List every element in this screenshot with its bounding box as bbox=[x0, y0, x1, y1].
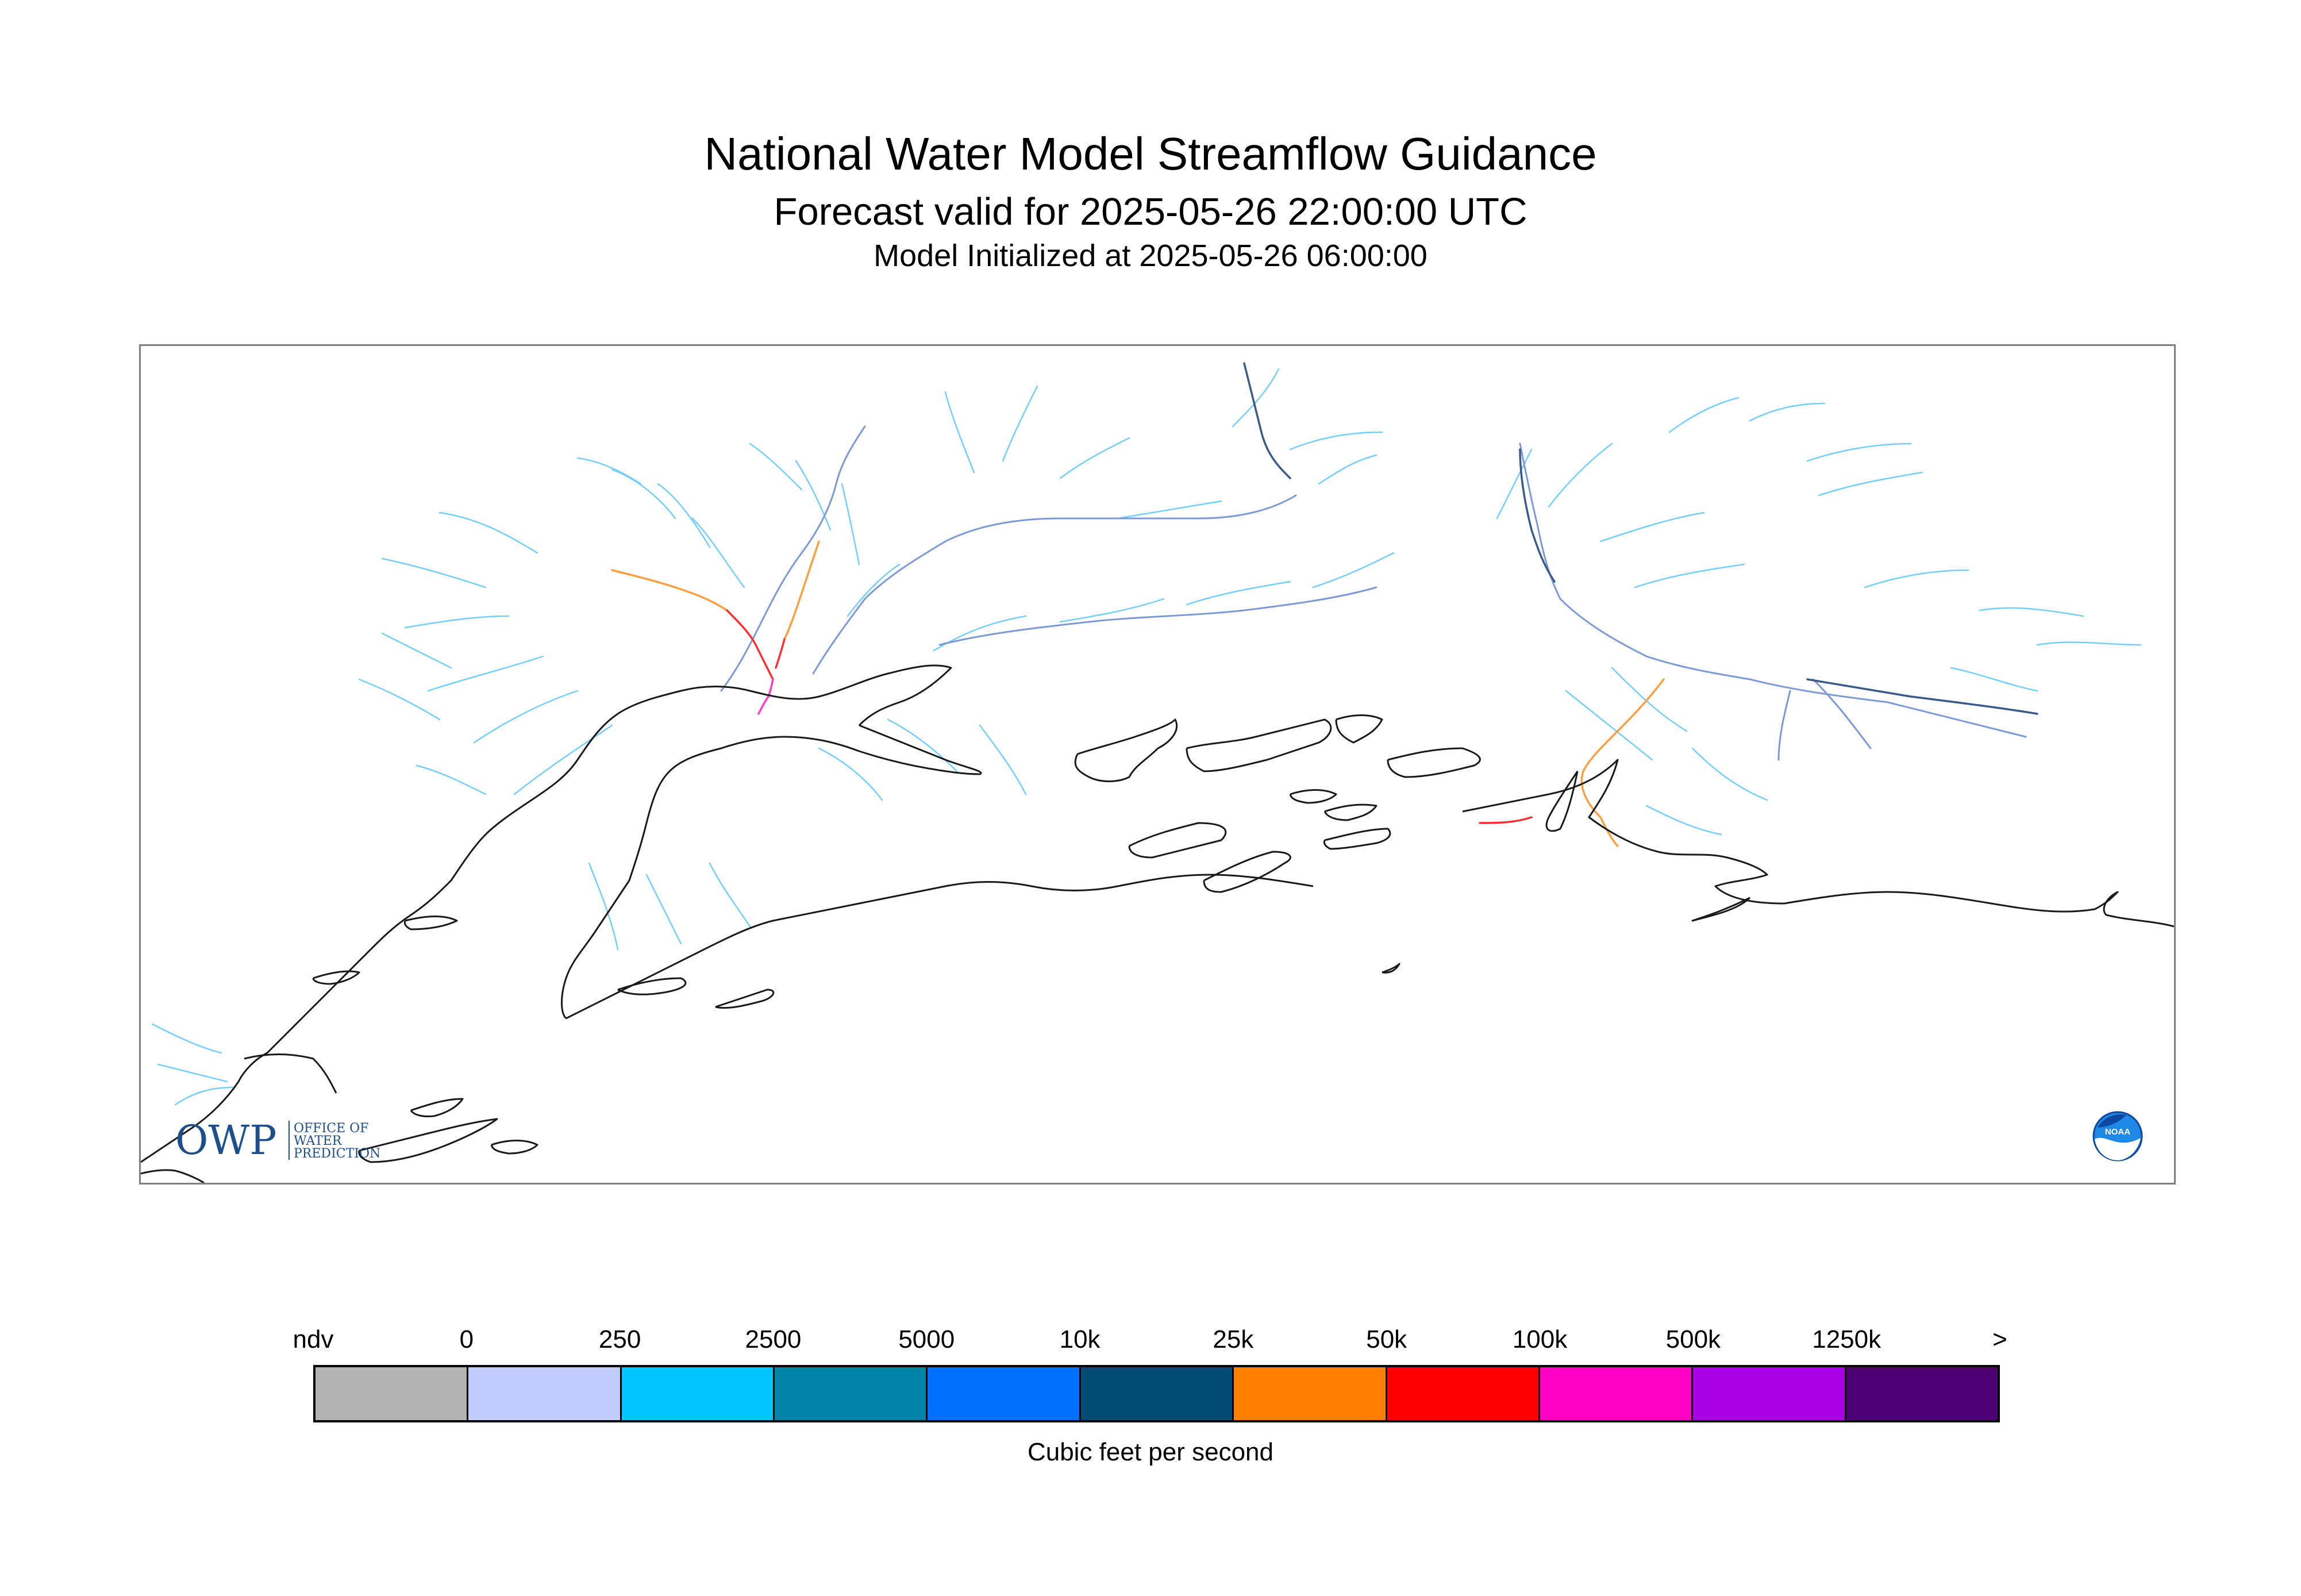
coastline bbox=[141, 664, 2174, 1183]
streams-very-high-flow bbox=[611, 540, 1665, 847]
owp-logo-line-2: WATER bbox=[294, 1134, 343, 1148]
map-title: National Water Model Streamflow Guidance bbox=[704, 128, 1597, 179]
legend-label: 500k bbox=[1665, 1325, 1721, 1353]
legend-color-cell bbox=[928, 1367, 1081, 1420]
legend-label: 25k bbox=[1213, 1325, 1254, 1353]
legend-color-cell bbox=[775, 1367, 928, 1420]
legend-color-cell bbox=[621, 1367, 775, 1420]
legend-color-cell bbox=[1693, 1367, 1846, 1420]
streams-low-flow bbox=[151, 368, 2142, 1106]
noaa-logo: NOAA bbox=[2092, 1110, 2144, 1162]
legend-color-cell bbox=[1387, 1367, 1540, 1420]
noaa-logo-text: NOAA bbox=[2105, 1127, 2130, 1137]
streamflow-map[interactable]: OWP OFFICE OF WATER PREDICTION NOAA bbox=[139, 344, 2176, 1184]
legend-units: Cubic feet per second bbox=[1027, 1438, 1274, 1466]
legend-color-cell bbox=[315, 1367, 469, 1420]
owp-logo: OWP OFFICE OF WATER PREDICTION bbox=[175, 1116, 417, 1162]
legend-label: 5000 bbox=[898, 1325, 955, 1353]
legend-label: 0 bbox=[459, 1325, 474, 1353]
color-legend: ndv 0 250 2500 5000 10k 25k 50k 100k 500k 1250k > C… bbox=[0, 1316, 2301, 1489]
owp-logo-mark: OWP bbox=[175, 1117, 276, 1162]
legend-label: > bbox=[1992, 1325, 2007, 1353]
legend-color-cell bbox=[1846, 1367, 1998, 1420]
legend-label: 250 bbox=[598, 1325, 641, 1353]
owp-logo-line-3: PREDICTION bbox=[294, 1147, 380, 1161]
streams-high-flow bbox=[1243, 362, 2038, 715]
forecast-valid-time: Forecast valid for 2025-05-26 22:00:00 U… bbox=[774, 190, 1527, 233]
owp-logo-line-1: OFFICE OF bbox=[294, 1121, 368, 1136]
legend-color-cell bbox=[1234, 1367, 1387, 1420]
legend-color-cell bbox=[1540, 1367, 1694, 1420]
legend-color-bar bbox=[313, 1365, 2000, 1422]
legend-color-cell bbox=[468, 1367, 622, 1420]
legend-label: 10k bbox=[1059, 1325, 1101, 1353]
legend-label: 1250k bbox=[1812, 1325, 1881, 1353]
legend-label: 2500 bbox=[745, 1325, 802, 1353]
model-initialized-time: Model Initialized at 2025-05-26 06:00:00 bbox=[874, 239, 1427, 273]
legend-color-cell bbox=[1080, 1367, 1234, 1420]
legend-label: ndv bbox=[293, 1325, 334, 1353]
legend-label: 100k bbox=[1512, 1325, 1568, 1353]
streams-mid-flow bbox=[720, 425, 2027, 761]
map-canvas bbox=[141, 362, 2174, 1183]
legend-label: 50k bbox=[1366, 1325, 1407, 1353]
